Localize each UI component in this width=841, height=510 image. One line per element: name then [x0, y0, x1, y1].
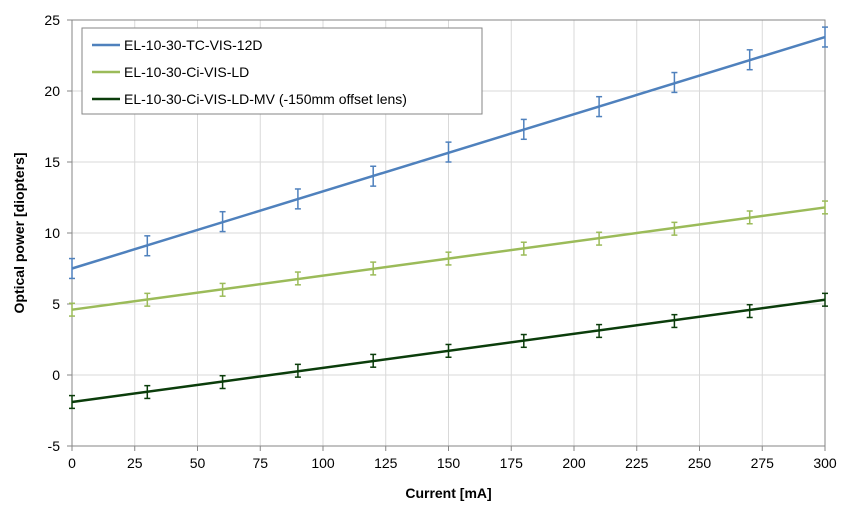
error-bar [445, 251, 452, 266]
x-tick-label: 150 [437, 455, 461, 471]
error-bar [671, 313, 678, 329]
error-bar [294, 188, 301, 210]
y-tick-label: 25 [44, 12, 60, 28]
error-bar [69, 302, 75, 317]
error-bar [596, 231, 603, 246]
y-tick-label: 5 [52, 296, 60, 312]
y-axis-title: Optical power [diopters] [11, 152, 27, 313]
series-1 [69, 26, 828, 280]
error-bar [822, 292, 828, 307]
x-tick-label: 175 [500, 455, 524, 471]
error-bar [69, 257, 75, 280]
series-2 [69, 200, 828, 317]
error-bar [294, 363, 301, 378]
y-tick-label: -5 [48, 438, 61, 454]
series-layer [69, 26, 828, 410]
y-tick-label: 0 [52, 367, 60, 383]
error-bar [69, 394, 75, 410]
y-tick-label: 15 [44, 154, 60, 170]
error-bar [746, 303, 753, 319]
error-bar [144, 235, 151, 257]
error-bar [144, 292, 151, 307]
error-bar [822, 200, 828, 215]
error-bar [822, 26, 828, 48]
legend-box [81, 27, 483, 115]
error-bar [520, 333, 527, 349]
error-bar [746, 49, 753, 71]
x-axis-title: Current [mA] [405, 485, 491, 501]
error-bar [219, 374, 226, 390]
x-tick-label: 25 [127, 455, 143, 471]
error-bar [671, 221, 678, 236]
y-tick-label: 10 [44, 225, 60, 241]
error-bar [596, 95, 603, 118]
error-bar [294, 271, 301, 286]
x-tick-label: 75 [252, 455, 268, 471]
error-bar [219, 210, 226, 233]
x-tick-label: 200 [562, 455, 586, 471]
error-bar [445, 141, 452, 163]
error-bar [520, 241, 527, 256]
error-bar [520, 118, 527, 141]
axis-ticks: 0 25 50 75 100 125 150 175 200 225 250 275 300 -5 0 5 10… [44, 12, 836, 471]
error-bar [596, 323, 603, 339]
error-bar [746, 210, 753, 225]
error-bar [219, 282, 226, 297]
x-tick-label: 0 [68, 455, 76, 471]
legend-label-series-3: EL-10-30-Ci-VIS-LD-MV (-150mm offset len… [124, 91, 407, 107]
x-tick-label: 50 [190, 455, 206, 471]
error-bar [144, 384, 151, 400]
x-tick-label: 250 [688, 455, 712, 471]
x-tick-label: 225 [625, 455, 649, 471]
error-bar [370, 353, 377, 368]
legend: EL-10-30-TC-VIS-12D EL-10-30-Ci-VIS-LD E… [81, 27, 483, 115]
y-tick-label: 20 [44, 83, 60, 99]
x-tick-label: 125 [374, 455, 398, 471]
series-3 [69, 292, 828, 410]
x-tick-label: 100 [311, 455, 335, 471]
x-tick-label: 300 [813, 455, 837, 471]
x-tick-label: 275 [751, 455, 775, 471]
error-bar [370, 261, 377, 276]
error-bar [445, 343, 452, 358]
error-bar [370, 165, 377, 187]
legend-label-series-1: EL-10-30-TC-VIS-12D [124, 37, 263, 53]
error-bar [671, 71, 678, 94]
legend-label-series-2: EL-10-30-Ci-VIS-LD [124, 64, 249, 80]
